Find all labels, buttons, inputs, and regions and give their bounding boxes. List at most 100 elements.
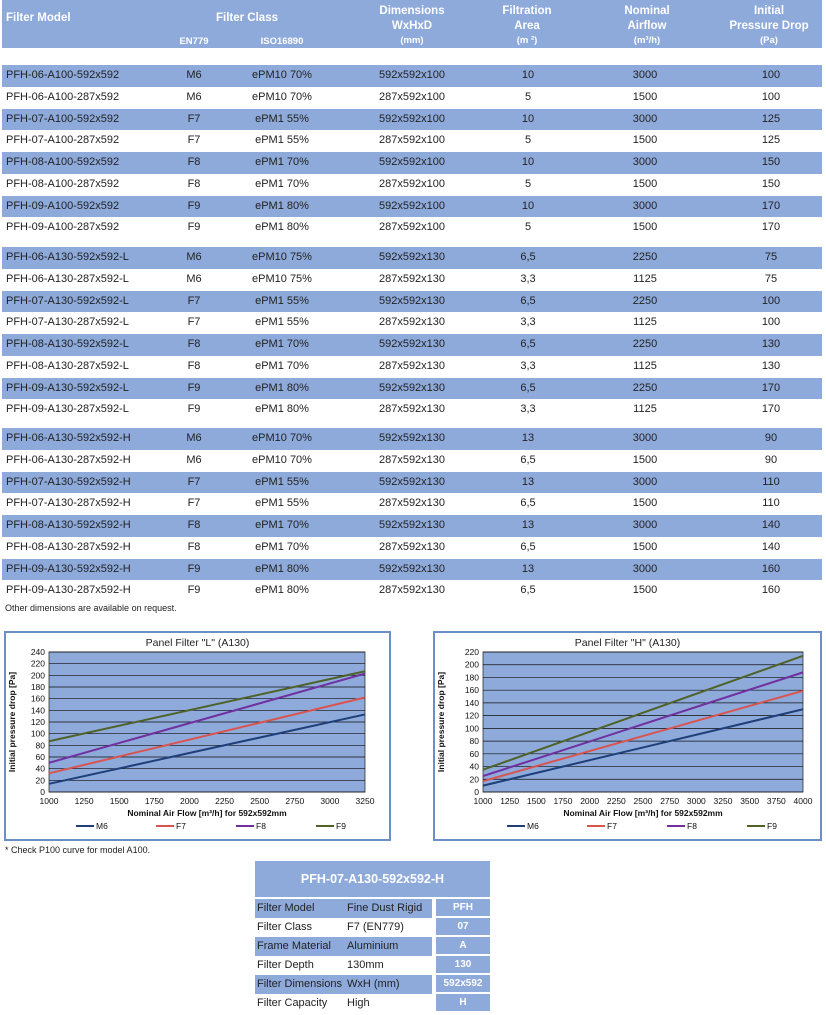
cell-en779: M6: [186, 432, 202, 444]
y-tick-label: 120: [31, 717, 45, 727]
cell-pressure: 75: [764, 251, 778, 263]
cell-pressure: 125: [761, 112, 781, 125]
table-row: PFH-09-A100-592x592 F9 ePM1 80% 592x592x100…: [2, 195, 822, 218]
x-tick-label: 3250: [356, 796, 375, 806]
model-code-label: Filter Depth: [257, 959, 314, 971]
cell-en779: F7: [187, 316, 201, 329]
header-filter-class: Filter Class: [216, 12, 278, 24]
table-row: PFH-09-A130-592x592-L F9 ePM1 80% 592x592x1…: [2, 377, 822, 400]
cell-pressure: 150: [761, 156, 781, 168]
cell-pressure: 170: [761, 403, 781, 416]
series-line-f7: [48, 696, 366, 775]
model-code-value: Fine Dust Rigid: [347, 902, 423, 914]
table-header: Filter Model Filter Class EN779 ISO16890…: [2, 0, 822, 48]
model-code-label: Filter Capacity: [257, 997, 328, 1009]
cell-model: PFH-06-A100-287x592: [6, 90, 120, 103]
model-code-badge: PFH: [436, 899, 490, 916]
y-tick-label: 180: [465, 672, 479, 682]
cell-iso16890: ePM1 80%: [255, 221, 309, 234]
cell-dimensions: 592x592x130: [378, 381, 446, 394]
cell-airflow: 1125: [633, 403, 657, 416]
table-row: PFH-09-A130-287x592-L F9 ePM1 80% 287x592x1…: [2, 399, 822, 421]
cell-area: 13: [521, 519, 535, 531]
y-tick-label: 80: [36, 740, 46, 750]
table-row: PFH-09-A100-287x592 F9 ePM1 80% 287x592x100…: [2, 217, 822, 239]
x-tick-label: 2250: [215, 796, 234, 806]
cell-area: 13: [521, 432, 535, 444]
table-group-a130-l: PFH-06-A130-592x592-L M6 ePM10 75% 592x592x…: [2, 247, 822, 421]
cell-model: PFH-09-A130-592x592-L: [6, 381, 129, 394]
cell-iso16890: ePM10 75%: [252, 251, 312, 263]
cell-pressure: 170: [761, 381, 781, 394]
y-tick-label: 220: [31, 659, 45, 669]
cell-dimensions: 287x592x100: [378, 177, 446, 190]
cell-en779: M6: [186, 69, 202, 81]
cell-pressure: 150: [761, 177, 781, 190]
cell-pressure: 110: [762, 497, 780, 510]
table-row: PFH-07-A130-592x592-H F7 ePM1 55% 592x592x1…: [2, 471, 822, 494]
cell-iso16890: ePM1 55%: [255, 294, 309, 307]
model-code-row: Filter Class F7 (EN779) 07: [255, 918, 490, 937]
cell-area: 5: [524, 90, 532, 103]
model-code-value: Aluminium: [347, 940, 399, 952]
cell-pressure: 110: [762, 475, 780, 488]
x-tick-label: 2500: [250, 796, 269, 806]
cell-area: 6,5: [520, 453, 536, 466]
cell-en779: F9: [187, 381, 201, 394]
x-tick-label: 1750: [554, 796, 573, 806]
cell-area: 6,5: [520, 294, 536, 307]
cell-area: 5: [524, 221, 532, 234]
cell-airflow: 1500: [632, 90, 658, 103]
y-tick-label: 20: [470, 774, 480, 784]
cell-airflow: 2250: [632, 381, 658, 394]
model-code-row: Frame Material Aluminium A: [255, 937, 490, 956]
x-tick-label: 3000: [320, 796, 339, 806]
cell-en779: F9: [187, 584, 201, 597]
cell-iso16890: ePM1 80%: [255, 562, 309, 575]
cell-en779: F9: [187, 199, 201, 212]
table-row: PFH-07-A130-287x592-H F7 ePM1 55% 287x592x1…: [2, 493, 822, 515]
model-code-label: Filter Class: [257, 921, 313, 933]
cell-airflow: 3000: [632, 562, 658, 575]
header-dimensions-sub: WxHxD: [391, 20, 433, 32]
legend-label: F7: [176, 821, 186, 831]
table-row: PFH-07-A130-592x592-L F7 ePM1 55% 592x592x1…: [2, 290, 822, 313]
y-tick-label: 220: [465, 647, 479, 657]
cell-area: 10: [521, 199, 535, 212]
chart-panel-h: Panel Filter "H" (A130) 0 20 40 60 80 100 120 14…: [433, 631, 822, 841]
header-filter-model: Filter Model: [6, 12, 71, 24]
table-row: PFH-07-A100-592x592 F7 ePM1 55% 592x592x100…: [2, 108, 822, 131]
x-tick-label: 3000: [687, 796, 706, 806]
model-code-badge: 130: [436, 956, 490, 973]
x-tick-label: 1500: [110, 796, 129, 806]
x-tick-label: 3250: [714, 796, 733, 806]
cell-area: 5: [524, 134, 532, 147]
cell-en779: F7: [187, 134, 201, 147]
y-tick-label: 100: [465, 723, 479, 733]
cell-dimensions: 287x592x130: [378, 584, 446, 597]
table-row: PFH-08-A130-287x592-L F8 ePM1 70% 287x592x1…: [2, 356, 822, 378]
cell-dimensions: 287x592x100: [378, 221, 446, 234]
x-tick-label: 4000: [794, 796, 813, 806]
cell-dimensions: 287x592x100: [378, 90, 446, 103]
x-axis-label: Nominal Air Flow [m³/h] for 592x592mm: [127, 808, 287, 818]
cell-pressure: 90: [764, 453, 778, 466]
model-code-badge: A: [436, 937, 490, 954]
x-tick-label: 2000: [180, 796, 199, 806]
cell-iso16890: ePM10 70%: [252, 432, 312, 444]
cell-iso16890: ePM1 70%: [255, 156, 309, 168]
cell-area: 6,5: [520, 338, 536, 350]
cell-pressure: 100: [761, 294, 781, 307]
cell-dimensions: 287x592x130: [378, 453, 446, 466]
cell-iso16890: ePM10 70%: [252, 69, 312, 81]
cell-dimensions: 592x592x130: [378, 432, 446, 444]
table-row: PFH-08-A130-287x592-H F8 ePM1 70% 287x592x1…: [2, 537, 822, 559]
cell-airflow: 1500: [632, 453, 658, 466]
cell-model: PFH-08-A130-592x592-H: [6, 519, 131, 531]
table-row: PFH-09-A130-592x592-H F9 ePM1 80% 592x592x1…: [2, 558, 822, 581]
cell-dimensions: 592x592x130: [378, 519, 446, 531]
header-area-unit: (m ²): [516, 35, 538, 46]
cell-pressure: 130: [761, 338, 781, 350]
model-code-row: Filter Dimensions WxH (mm) 592x592: [255, 975, 490, 994]
